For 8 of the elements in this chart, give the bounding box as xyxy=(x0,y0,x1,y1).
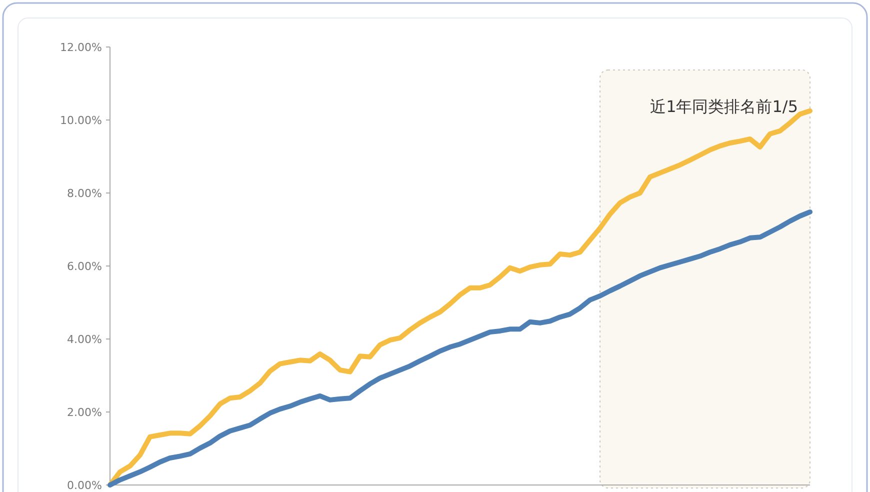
y-tick-label: 12.00% xyxy=(60,41,102,54)
y-tick-label: 4.00% xyxy=(67,333,102,346)
y-tick-label: 8.00% xyxy=(67,187,102,200)
y-tick-label: 0.00% xyxy=(67,479,102,492)
annotation: 近1年同类排名前1/5 xyxy=(650,97,798,116)
y-tick-label: 6.00% xyxy=(67,260,102,273)
y-tick-label: 2.00% xyxy=(67,406,102,419)
y-tick-label: 10.00% xyxy=(60,114,102,127)
